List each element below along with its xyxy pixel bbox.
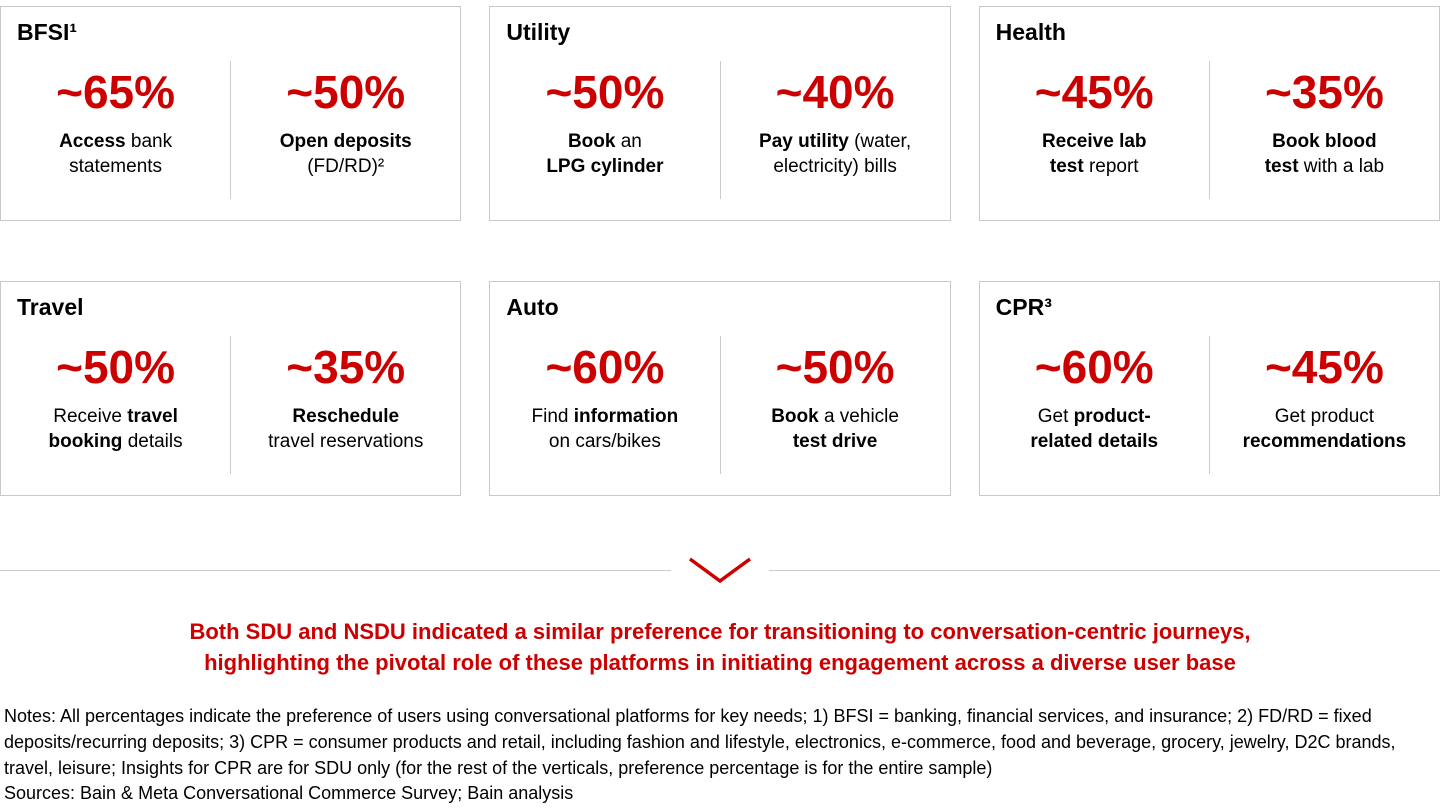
stat-desc: Receive travel booking details bbox=[48, 406, 183, 453]
vertical-card-health: Health ~45% Receive lab test report ~35% … bbox=[978, 6, 1440, 221]
stat-value: ~65% bbox=[56, 65, 176, 118]
card-title: Utility bbox=[506, 19, 571, 45]
stat-desc: Receive lab test report bbox=[1041, 131, 1147, 178]
stat-value: ~60% bbox=[545, 340, 665, 393]
stat-value: ~60% bbox=[1034, 340, 1154, 393]
stat-divider bbox=[1208, 335, 1210, 474]
stat: ~50% Book a vehicle test drive bbox=[721, 336, 950, 474]
card-stats: ~60% Get product-related details ~45% Ge… bbox=[980, 335, 1439, 474]
stat-desc: Reschedule travel reservations bbox=[268, 406, 424, 453]
stat: ~35% Book blood test with a lab bbox=[1210, 61, 1439, 199]
stat: ~50% Receive travel booking details bbox=[1, 336, 230, 474]
stat-desc: Access bank statements bbox=[59, 131, 173, 178]
stat: ~65% Access bank statements bbox=[1, 61, 230, 199]
stat-desc: Get product-related details bbox=[1030, 406, 1159, 453]
vertical-card-auto: Auto ~60% Find information on cars/bikes … bbox=[489, 281, 951, 496]
vertical-card-utility: Utility ~50% Book an LPG cylinder ~40% Pa… bbox=[489, 6, 951, 221]
stat-desc: Pay utility (water, electricity) bills bbox=[759, 131, 912, 178]
card-stats: ~45% Receive lab test report ~35% Book bl… bbox=[980, 60, 1439, 199]
stat-value: ~35% bbox=[286, 340, 406, 393]
card-stats: ~60% Find information on cars/bikes ~50% … bbox=[490, 335, 950, 474]
vertical-card-bfsi: BFSI¹ ~65% Access bank statements ~50% Op… bbox=[0, 6, 462, 221]
stat: ~45% Receive lab test report bbox=[980, 61, 1209, 199]
sources-text: Sources: Bain & Meta Conversational Comm… bbox=[4, 783, 574, 804]
verticals-grid: BFSI¹ ~65% Access bank statements ~50% Op… bbox=[0, 6, 1440, 496]
stat-desc: Book an LPG cylinder bbox=[546, 131, 664, 178]
stat-divider bbox=[719, 335, 721, 474]
stat: ~35% Reschedule travel reservations bbox=[231, 336, 460, 474]
stat-divider bbox=[230, 335, 232, 474]
chevron-down-icon bbox=[671, 556, 769, 584]
stat-divider bbox=[1208, 60, 1210, 199]
takeaway-text: Both SDU and NSDU indicated a similar pr… bbox=[189, 619, 1251, 676]
stat: ~50% Book an LPG cylinder bbox=[490, 61, 719, 199]
notes-text: Notes: All percentages indicate the pref… bbox=[4, 706, 1396, 778]
stat-divider bbox=[719, 60, 721, 199]
stat: ~60% Get product-related details bbox=[980, 336, 1209, 474]
stat-value: ~45% bbox=[1034, 65, 1154, 118]
stat-desc: Open deposits (FD/RD)² bbox=[279, 131, 412, 178]
stat-value: ~35% bbox=[1264, 65, 1384, 118]
vertical-card-travel: Travel ~50% Receive travel booking detail… bbox=[0, 281, 462, 496]
card-title: BFSI¹ bbox=[17, 19, 78, 45]
stat: ~45% Get product recommendations bbox=[1210, 336, 1439, 474]
stat-desc: Book a vehicle test drive bbox=[771, 406, 899, 453]
stat: ~60% Find information on cars/bikes bbox=[490, 336, 719, 474]
card-title: Travel bbox=[17, 294, 84, 320]
vertical-card-cpr: CPR³ ~60% Get product-related details ~4… bbox=[978, 281, 1440, 496]
stat-value: ~50% bbox=[286, 65, 406, 118]
stat-value: ~50% bbox=[775, 340, 895, 393]
stat-value: ~45% bbox=[1264, 340, 1384, 393]
stat-value: ~40% bbox=[775, 65, 895, 118]
stat-desc: Find information on cars/bikes bbox=[531, 406, 679, 453]
card-title: CPR³ bbox=[995, 294, 1052, 320]
stat: ~50% Open deposits (FD/RD)² bbox=[231, 61, 460, 199]
stat-value: ~50% bbox=[56, 340, 176, 393]
stat-desc: Get product recommendations bbox=[1242, 406, 1407, 453]
card-title: Health bbox=[995, 19, 1066, 45]
card-title: Auto bbox=[506, 294, 559, 320]
section-divider bbox=[0, 556, 1440, 590]
stat-desc: Book blood test with a lab bbox=[1264, 131, 1385, 178]
card-stats: ~50% Book an LPG cylinder ~40% Pay utilit… bbox=[490, 60, 950, 199]
stat-divider bbox=[230, 60, 232, 199]
stat-value: ~50% bbox=[545, 65, 665, 118]
card-stats: ~65% Access bank statements ~50% Open dep… bbox=[1, 60, 460, 199]
stat: ~40% Pay utility (water, electricity) bil… bbox=[721, 61, 950, 199]
card-stats: ~50% Receive travel booking details ~35% … bbox=[1, 335, 460, 474]
